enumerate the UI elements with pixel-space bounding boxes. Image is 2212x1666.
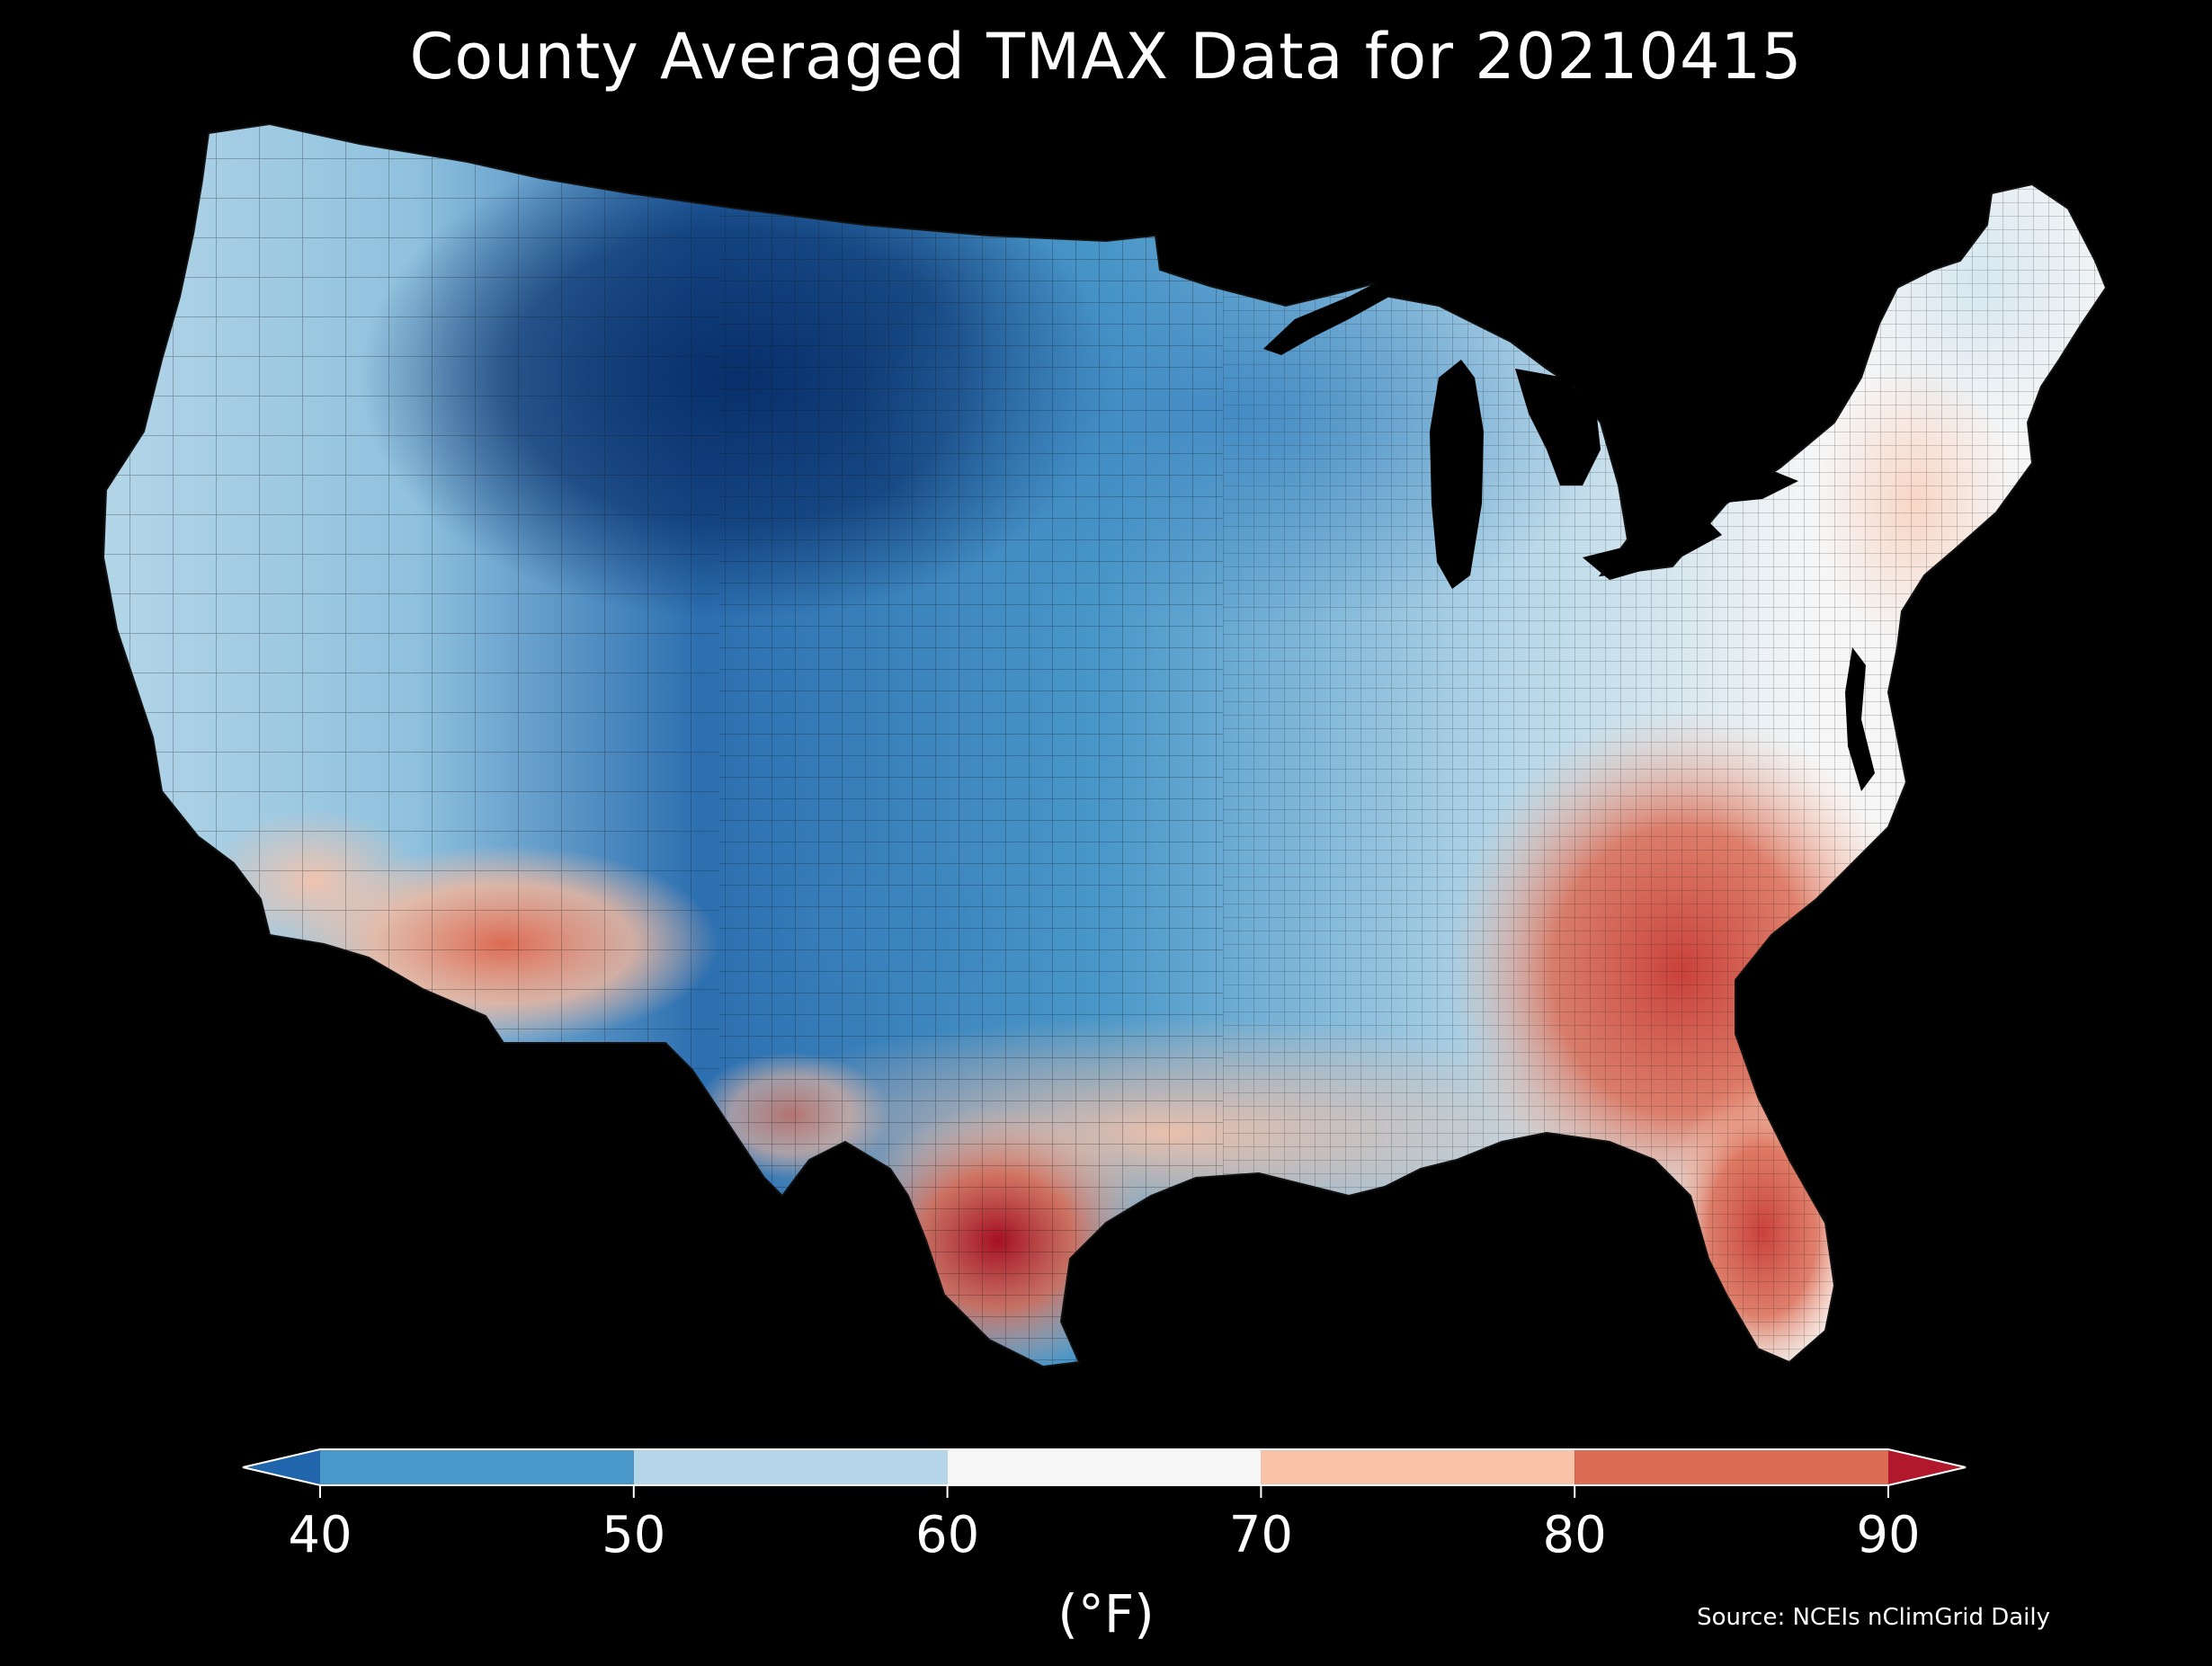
colorbar-unit-label: (°F) (1057, 1583, 1155, 1644)
lake-erie (1583, 521, 1722, 580)
colorbar-bin-50-60 (633, 1449, 948, 1485)
lake-ontario (1713, 472, 1798, 503)
chesapeake-bay (1845, 647, 1875, 791)
lake-michigan (1430, 360, 1484, 589)
colorbar-tick-label-70: 70 (1228, 1506, 1294, 1564)
colorbar-under-extension (243, 1449, 320, 1485)
colorbar-bin-40-50 (320, 1449, 634, 1485)
colorbar-tick-label-40: 40 (288, 1506, 352, 1564)
colorbar-tick-label-90: 90 (1856, 1506, 1921, 1564)
map-title: County Averaged TMAX Data for 20210415 (409, 20, 1803, 94)
colorbar-bin-80-90 (1574, 1449, 1888, 1485)
colorbar-tick-label-60: 60 (914, 1506, 980, 1564)
colorbar-bin-70-80 (1261, 1449, 1575, 1485)
colorbar-tick-label-80: 80 (1542, 1506, 1607, 1564)
colorbar-tick-label-50: 50 (602, 1506, 666, 1564)
great-lakes (1263, 281, 1798, 589)
colorbar-over-extension (1888, 1449, 1966, 1485)
lake-superior (1263, 281, 1389, 355)
source-attribution: Source: NCEIs nClimGrid Daily (1697, 1604, 2050, 1631)
colorbar-bin-60-70 (947, 1449, 1262, 1485)
lake-huron (1515, 369, 1601, 486)
